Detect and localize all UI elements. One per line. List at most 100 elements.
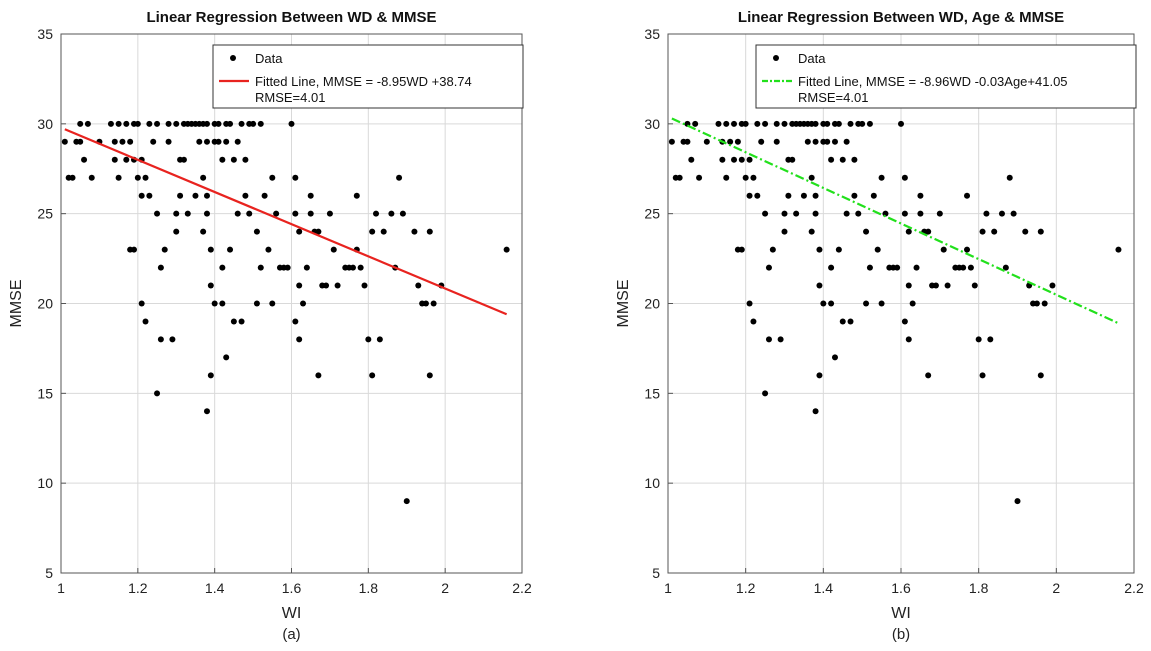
fitted-line [64, 128, 508, 316]
data-point [781, 210, 788, 217]
data-point [361, 282, 368, 289]
data-point [242, 192, 249, 199]
data-point [719, 156, 726, 163]
data-point [754, 192, 761, 199]
data-point [734, 138, 741, 145]
legend: Data Fitted Line, MMSE = -8.96WD -0.03Age… [755, 44, 1137, 109]
data-point [292, 318, 299, 325]
data-point [1006, 174, 1013, 181]
data-point [365, 336, 372, 343]
data-point [936, 210, 943, 217]
data-point [107, 120, 114, 127]
data-point [692, 120, 699, 127]
data-point [207, 282, 214, 289]
data-point [843, 210, 850, 217]
data-point [793, 210, 800, 217]
data-point [154, 120, 161, 127]
data-point [180, 156, 187, 163]
data-point [808, 174, 815, 181]
data-point [781, 228, 788, 235]
data-point [123, 120, 130, 127]
data-point [738, 156, 745, 163]
data-point [940, 246, 947, 253]
data-point [863, 228, 870, 235]
y-tick-label: 10 [644, 475, 660, 491]
legend-marker-data [230, 55, 236, 61]
fitted-line [671, 117, 1119, 325]
data-point [905, 282, 912, 289]
legend-label-fit: Fitted Line, MMSE = -8.95WD +38.74 [255, 74, 472, 89]
data-point [684, 138, 691, 145]
x-axis-label: WI [282, 605, 302, 622]
data-point [925, 228, 932, 235]
data-point [146, 192, 153, 199]
plot-frame [60, 33, 523, 574]
data-point [855, 210, 862, 217]
data-point [964, 246, 971, 253]
data-point [154, 390, 161, 397]
data-point [847, 318, 854, 325]
data-point [315, 372, 322, 379]
data-point [88, 174, 95, 181]
data-point [246, 210, 253, 217]
y-axis-label: MMSE [8, 280, 25, 328]
data-point [173, 120, 180, 127]
data-point [781, 120, 788, 127]
data-point [746, 300, 753, 307]
data-point [843, 138, 850, 145]
data-point [765, 336, 772, 343]
data-point [828, 264, 835, 271]
data-point [396, 174, 403, 181]
data-point [812, 138, 819, 145]
data-point [812, 210, 819, 217]
data-point [215, 120, 222, 127]
legend-rmse: RMSE=4.01 [255, 90, 325, 105]
data-point [349, 264, 356, 271]
data-point [422, 300, 429, 307]
data-point [296, 282, 303, 289]
data-point [835, 246, 842, 253]
data-point [303, 264, 310, 271]
data-point [979, 228, 986, 235]
data-point [215, 138, 222, 145]
data-point [960, 264, 967, 271]
data-point [870, 192, 877, 199]
data-point [146, 120, 153, 127]
data-point [1115, 246, 1122, 253]
x-tick-label: 1 [57, 580, 65, 596]
data-point [330, 246, 337, 253]
data-point [403, 498, 410, 505]
data-point [203, 192, 210, 199]
data-point [851, 156, 858, 163]
data-point [373, 210, 380, 217]
data-point [831, 138, 838, 145]
data-point [334, 282, 341, 289]
data-point [261, 192, 268, 199]
data-point [165, 138, 172, 145]
data-point [727, 138, 734, 145]
data-point [415, 282, 422, 289]
y-tick-label: 25 [644, 206, 660, 222]
data-point [369, 228, 376, 235]
data-point [300, 300, 307, 307]
data-point [866, 264, 873, 271]
data-point [703, 138, 710, 145]
panel-label: (b) [892, 626, 910, 643]
data-point [750, 174, 757, 181]
data-point [223, 354, 230, 361]
data-point [238, 318, 245, 325]
data-point [991, 228, 998, 235]
data-point [696, 174, 703, 181]
data-point [234, 138, 241, 145]
data-point [253, 300, 260, 307]
data-point [746, 192, 753, 199]
data-point [273, 210, 280, 217]
data-point [878, 300, 885, 307]
data-point [979, 372, 986, 379]
data-point [777, 336, 784, 343]
plot-frame [667, 33, 1135, 574]
data-point [211, 300, 218, 307]
data-point [816, 246, 823, 253]
chart-title: Linear Regression Between WD & MMSE [146, 9, 436, 26]
data-point [754, 120, 761, 127]
